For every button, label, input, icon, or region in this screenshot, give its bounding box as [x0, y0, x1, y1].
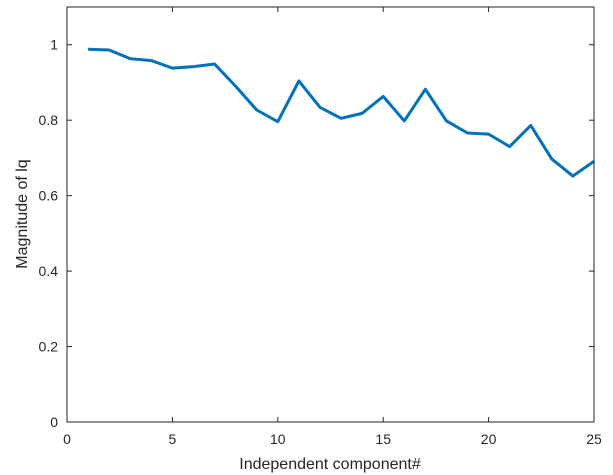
y-tick-label: 0 — [50, 414, 58, 430]
x-tick-label: 10 — [270, 431, 286, 447]
x-axis-ticks: 0 5 10 15 20 25 — [63, 7, 602, 447]
y-tick-label: 0.6 — [39, 188, 59, 204]
series-line — [88, 47, 595, 178]
x-tick-label: 25 — [586, 431, 602, 447]
axes-box — [66, 6, 595, 423]
x-tick-label: 5 — [169, 431, 177, 447]
plot-area — [67, 7, 594, 422]
x-tick-label: 20 — [481, 431, 497, 447]
x-axis-label: Independent component# — [239, 456, 421, 473]
y-tick-label: 1 — [50, 37, 58, 53]
y-axis-ticks: 0 0.2 0.4 0.6 0.8 1 — [39, 37, 594, 430]
y-tick-label: 0.4 — [39, 263, 59, 279]
x-tick-label: 0 — [63, 431, 71, 447]
y-tick-label: 0.2 — [39, 339, 59, 355]
y-tick-label: 0.8 — [39, 112, 59, 128]
y-axis-label: Magnitude of lq — [14, 159, 31, 268]
x-tick-label: 15 — [375, 431, 391, 447]
series-layer — [88, 47, 595, 178]
